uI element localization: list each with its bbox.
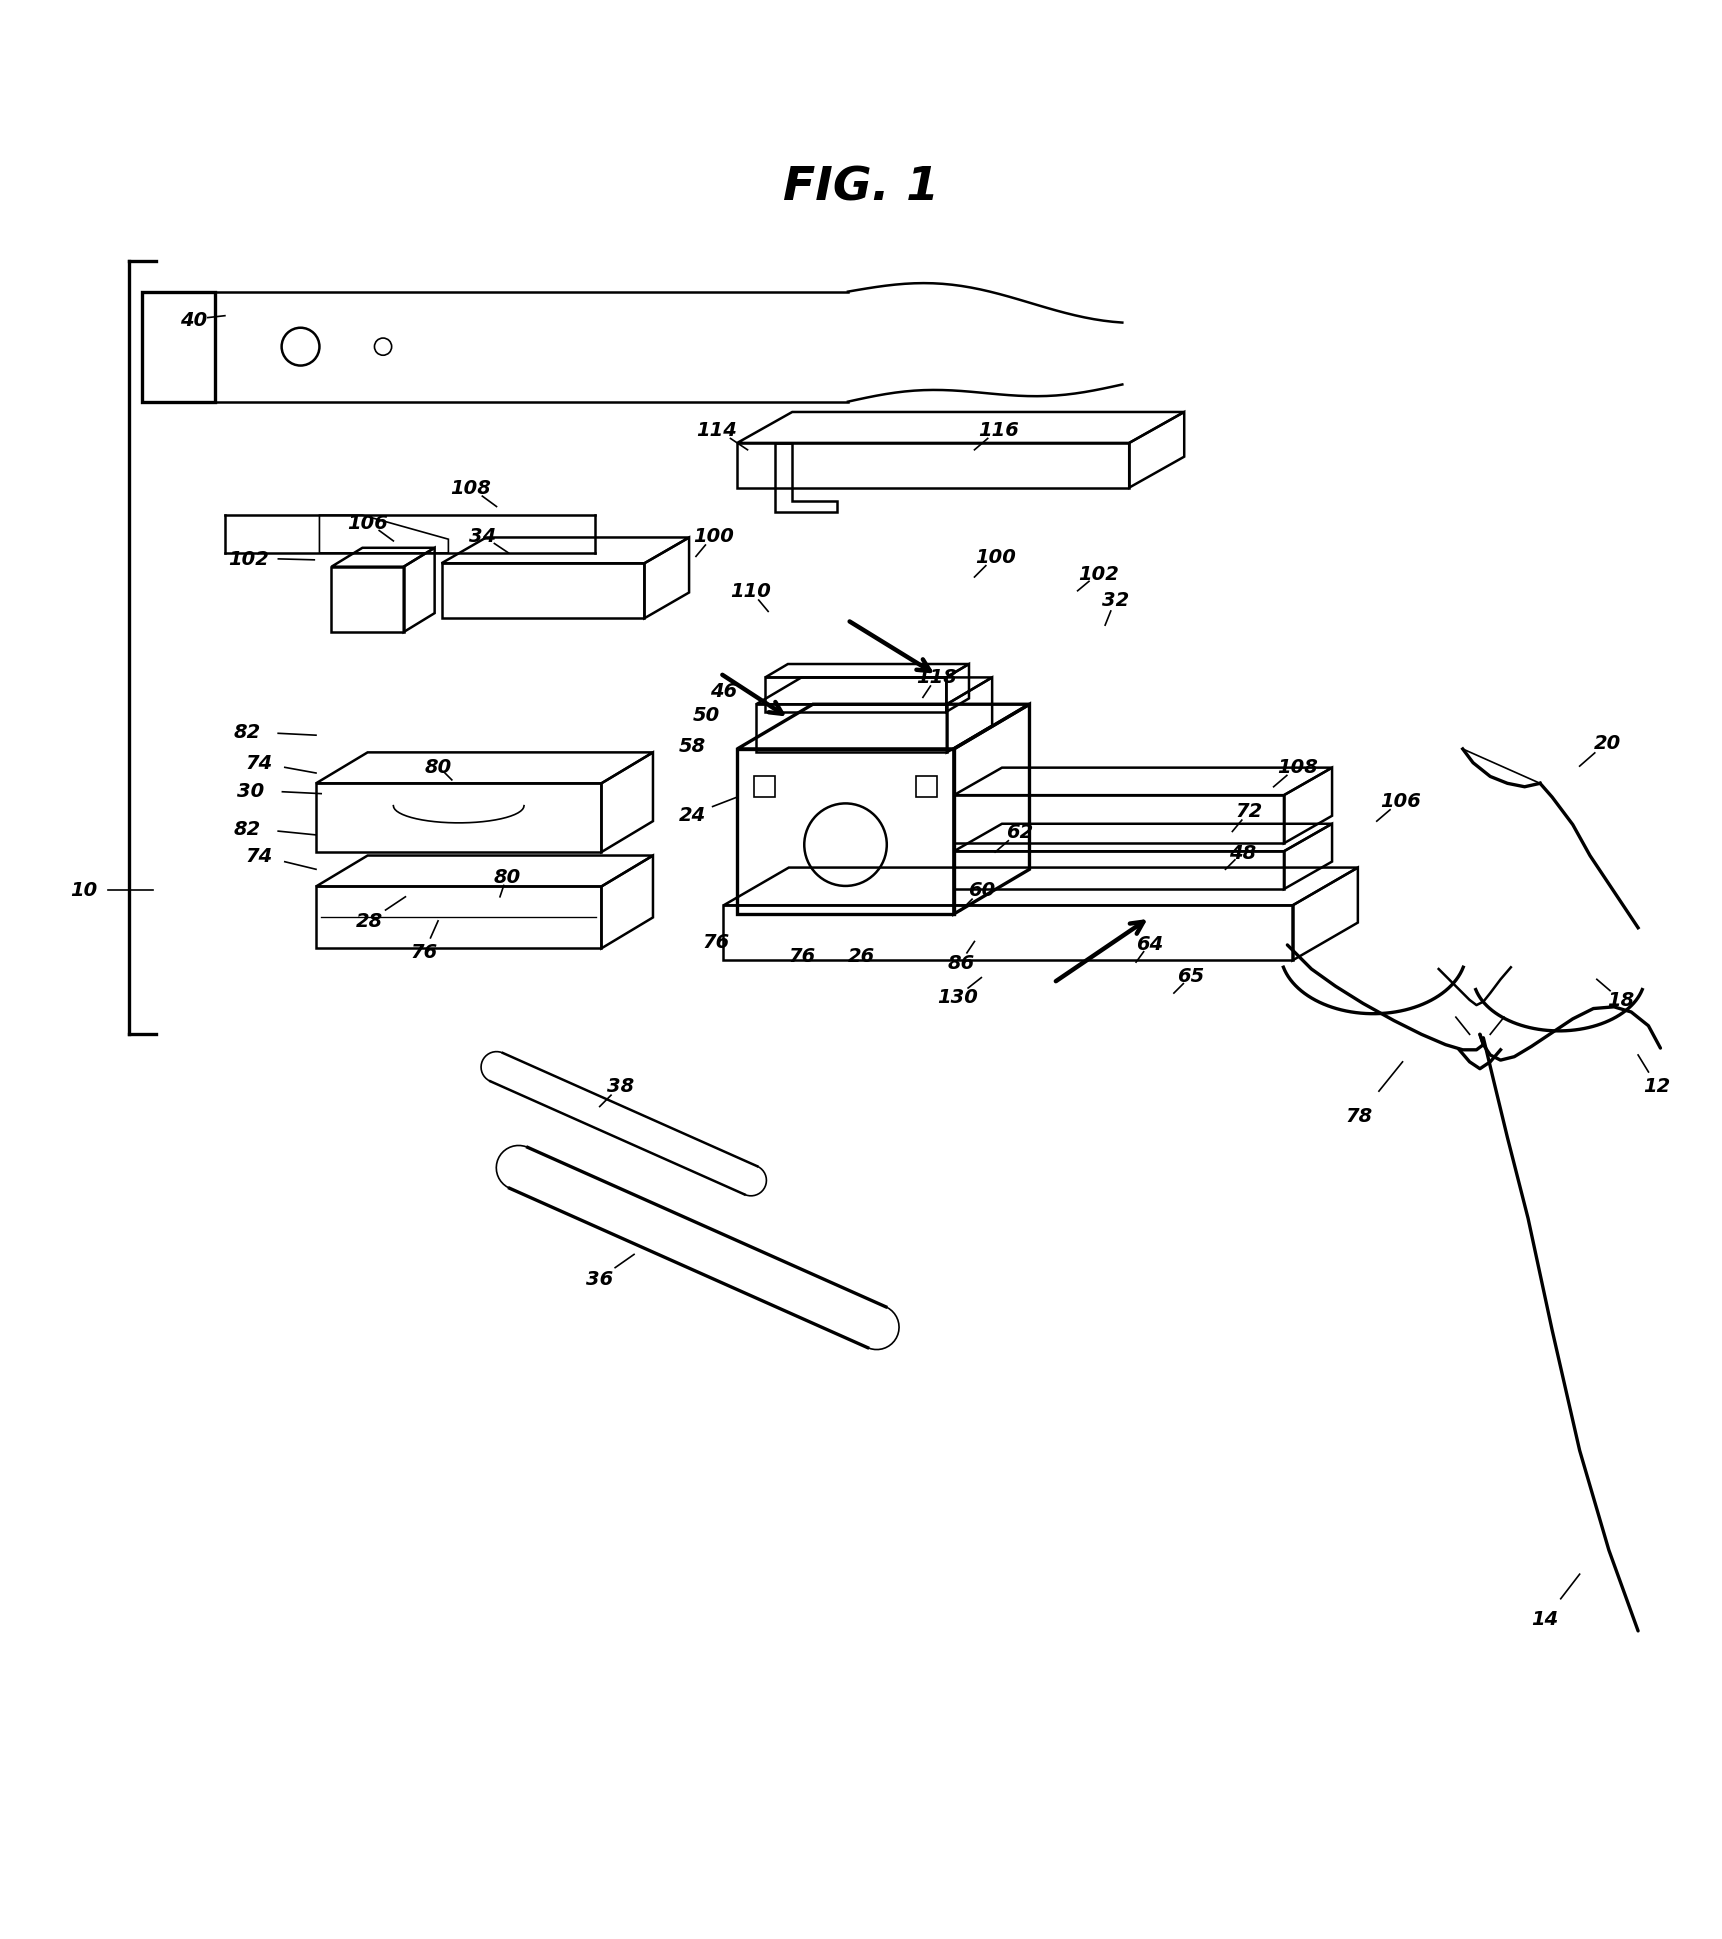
Text: 114: 114 [696, 421, 737, 440]
Text: 50: 50 [692, 706, 720, 725]
Text: 62: 62 [1006, 822, 1033, 842]
Text: 32: 32 [1102, 591, 1130, 609]
Text: 106: 106 [348, 514, 387, 531]
Text: 80: 80 [492, 867, 520, 886]
Text: 86: 86 [947, 954, 975, 971]
Text: 10: 10 [71, 880, 98, 900]
Text: 65: 65 [1178, 968, 1205, 985]
Text: 100: 100 [975, 547, 1016, 566]
Text: 82: 82 [234, 723, 260, 743]
Text: 26: 26 [847, 946, 875, 966]
Text: 102: 102 [1078, 564, 1119, 584]
Text: 36: 36 [585, 1270, 613, 1287]
Text: 102: 102 [229, 549, 269, 568]
Text: 46: 46 [709, 683, 737, 700]
Text: 14: 14 [1531, 1609, 1558, 1629]
Text: 76: 76 [410, 942, 437, 962]
Text: 130: 130 [937, 987, 978, 1006]
Text: 74: 74 [246, 754, 272, 774]
Text: 108: 108 [1278, 758, 1317, 776]
Text: 100: 100 [692, 527, 734, 547]
Text: 20: 20 [1593, 733, 1620, 752]
Text: 80: 80 [424, 758, 451, 776]
Text: 58: 58 [678, 737, 706, 756]
Text: 18: 18 [1607, 991, 1634, 1010]
Text: 76: 76 [703, 933, 730, 952]
Text: 118: 118 [916, 667, 957, 686]
Text: 82: 82 [234, 818, 260, 838]
Text: 108: 108 [449, 479, 491, 498]
Text: 28: 28 [356, 911, 382, 931]
Text: 76: 76 [789, 946, 816, 966]
Text: 106: 106 [1381, 791, 1421, 811]
Text: 116: 116 [978, 421, 1019, 440]
Text: 40: 40 [181, 310, 208, 330]
Text: 64: 64 [1137, 935, 1164, 954]
Text: 74: 74 [246, 847, 272, 865]
Text: 12: 12 [1643, 1076, 1670, 1096]
Text: 48: 48 [1230, 843, 1257, 863]
Text: 38: 38 [606, 1076, 634, 1096]
Text: 24: 24 [678, 805, 706, 824]
Text: 110: 110 [730, 582, 771, 601]
Text: FIG. 1: FIG. 1 [784, 165, 938, 209]
Text: 78: 78 [1347, 1105, 1372, 1125]
Text: 60: 60 [968, 880, 995, 900]
Text: 30: 30 [238, 781, 263, 801]
Text: 72: 72 [1236, 803, 1264, 820]
Text: 34: 34 [468, 527, 496, 547]
